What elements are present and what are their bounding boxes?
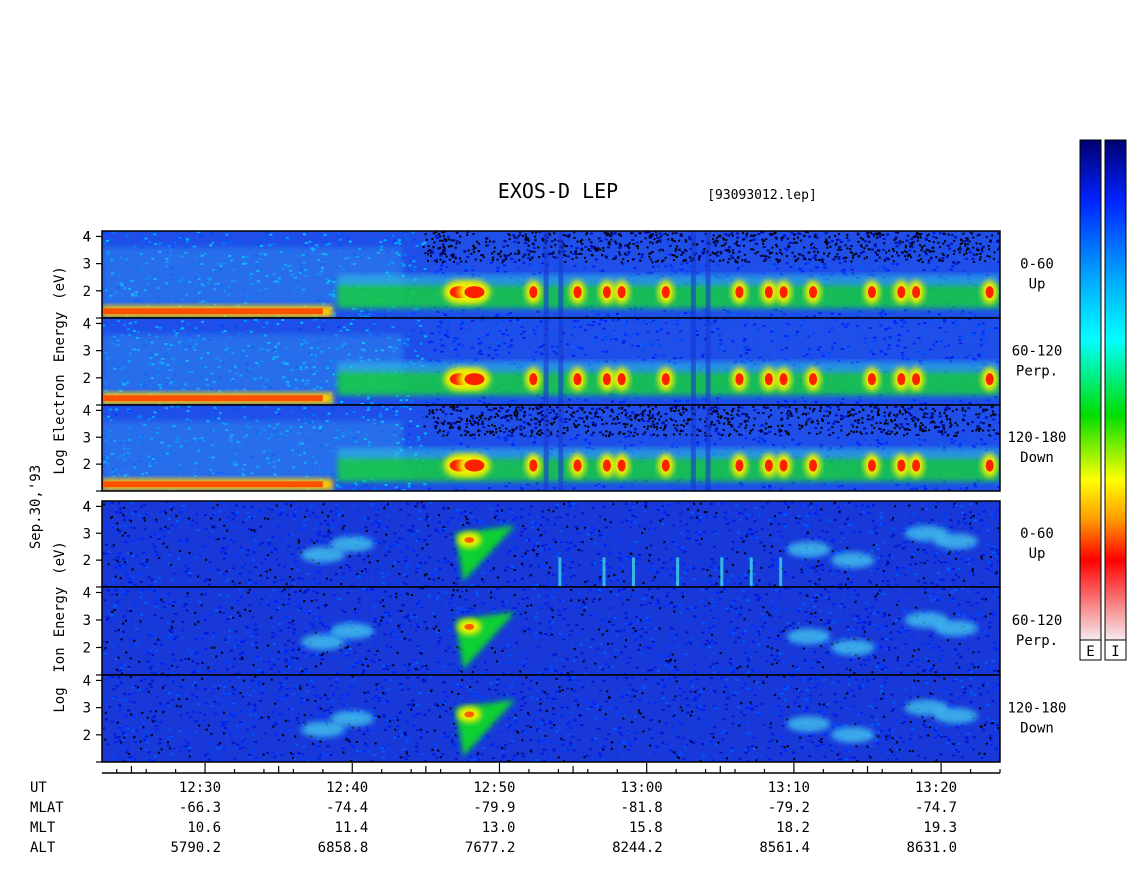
y-tick-label: 4 xyxy=(83,499,91,515)
ion-axis-label: Ion xyxy=(52,647,68,672)
panel-labels: 0-60 Up 60-120 Perp. 120-180 Down 0-60 Up 60-120… xyxy=(1007,257,1066,737)
ephemeris-value: 13:20 xyxy=(915,780,957,796)
ephemeris-row-label: ALT xyxy=(30,840,56,856)
ephemeris-value: 8244.2 xyxy=(612,840,663,856)
colorbar-label: E xyxy=(1086,644,1094,660)
panel-direction: Perp. xyxy=(1016,364,1058,380)
colorbar-i: I xyxy=(1104,139,1127,661)
date-label: Sep.30,'93 xyxy=(28,465,44,549)
ephemeris-table: UT 12:30 12:40 12:50 13:00 13:10 13:20 MLAT -66.… xyxy=(30,780,957,856)
electron-axis-label: (eV) xyxy=(52,266,68,300)
y-tick-label: 3 xyxy=(83,344,91,360)
panel-frame xyxy=(101,674,1001,763)
y-tick-label: 3 xyxy=(83,701,91,717)
panel-frame xyxy=(101,404,1001,492)
y-tick-label: 4 xyxy=(83,403,91,419)
ephemeris-value: -74.4 xyxy=(326,800,368,816)
ephemeris-value: 5790.2 xyxy=(170,840,221,856)
ephemeris-value: 6858.8 xyxy=(318,840,369,856)
ephemeris-row-label: UT xyxy=(30,780,47,796)
panel-direction: Up xyxy=(1029,546,1046,562)
y-tick-label: 2 xyxy=(83,457,91,473)
file-label: [93093012.lep] xyxy=(707,188,817,203)
ephemeris-value: -79.2 xyxy=(768,800,810,816)
panel-electron-perp: 2 3 4 xyxy=(83,316,1001,406)
panel-pitch-angle: 60-120 xyxy=(1012,344,1063,360)
y-tick-label: 2 xyxy=(83,728,91,744)
y-tick-label: 2 xyxy=(83,371,91,387)
ion-axis-label: Energy xyxy=(52,587,68,638)
panel-background xyxy=(102,675,1000,762)
panel-direction: Perp. xyxy=(1016,633,1058,649)
panel-direction: Up xyxy=(1029,277,1046,293)
ephemeris-value: 10.6 xyxy=(187,820,221,836)
ephemeris-value: 18.2 xyxy=(776,820,810,836)
ephemeris-row-label: MLT xyxy=(30,820,56,836)
y-tick-label: 2 xyxy=(83,553,91,569)
ephemeris-value: -81.8 xyxy=(621,800,663,816)
ephemeris-value: -79.9 xyxy=(473,800,515,816)
panel-pitch-angle: 120-180 xyxy=(1007,701,1066,717)
chart-title: EXOS-D LEP xyxy=(498,179,618,203)
y-tick-label: 4 xyxy=(83,499,91,515)
ion-axis-label: (eV) xyxy=(52,541,68,575)
ephemeris-value: -74.7 xyxy=(915,800,957,816)
y-tick-label: 3 xyxy=(83,430,91,446)
colorbar-e: E xyxy=(1079,139,1102,661)
y-tick-label: 2 xyxy=(83,641,91,657)
panel-direction: Down xyxy=(1020,450,1054,466)
ephemeris-value: 13:10 xyxy=(768,780,810,796)
ephemeris-value: -66.3 xyxy=(179,800,221,816)
panel-electron-down: 2 3 4 xyxy=(83,403,1001,492)
y-tick-label: 2 xyxy=(83,284,91,300)
y-tick-label: 3 xyxy=(83,613,91,629)
ion-axis-label: Log xyxy=(52,687,68,712)
ephemeris-value: 13.0 xyxy=(482,820,516,836)
ephemeris-value: 19.3 xyxy=(923,820,957,836)
panel-pitch-angle: 0-60 xyxy=(1020,257,1054,273)
left-axis-labels: Log Electron Energy (eV) Log Ion Energy (eV) Sep… xyxy=(28,266,68,713)
electron-axis-label: Log xyxy=(52,449,68,474)
y-tick-label: 4 xyxy=(83,316,91,332)
ephemeris-value: 8631.0 xyxy=(907,840,958,856)
panel-background xyxy=(102,501,1000,587)
y-tick-label: 4 xyxy=(83,673,91,689)
panel-ion-perp: 2 3 4 xyxy=(83,586,1001,676)
ephemeris-value: 15.8 xyxy=(629,820,663,836)
ephemeris-value: 7677.2 xyxy=(465,840,516,856)
panel-pitch-angle: 120-180 xyxy=(1007,430,1066,446)
panel-pitch-angle: 0-60 xyxy=(1020,526,1054,542)
y-tick-label: 4 xyxy=(83,229,91,245)
colorbar-label: I xyxy=(1111,644,1119,660)
y-tick-label: 4 xyxy=(83,586,91,602)
ephemeris-value: 11.4 xyxy=(335,820,369,836)
time-axis xyxy=(102,763,1001,774)
ephemeris-value: 12:40 xyxy=(326,780,368,796)
ephemeris-value: 12:50 xyxy=(473,780,515,796)
y-tick-label: 3 xyxy=(83,257,91,273)
ephemeris-value: 13:00 xyxy=(621,780,663,796)
electron-axis-label: Electron xyxy=(52,374,68,441)
y-tick-label: 4 xyxy=(83,229,91,245)
ephemeris-row-label: MLAT xyxy=(30,800,64,816)
y-tick-label: 3 xyxy=(83,526,91,542)
electron-axis-label: Energy xyxy=(52,312,68,363)
panel-direction: Down xyxy=(1020,721,1054,737)
panel-ion-down: 2 3 4 xyxy=(83,673,1001,763)
ephemeris-value: 8561.4 xyxy=(759,840,810,856)
panel-pitch-angle: 60-120 xyxy=(1012,613,1063,629)
ephemeris-value: 12:30 xyxy=(179,780,221,796)
